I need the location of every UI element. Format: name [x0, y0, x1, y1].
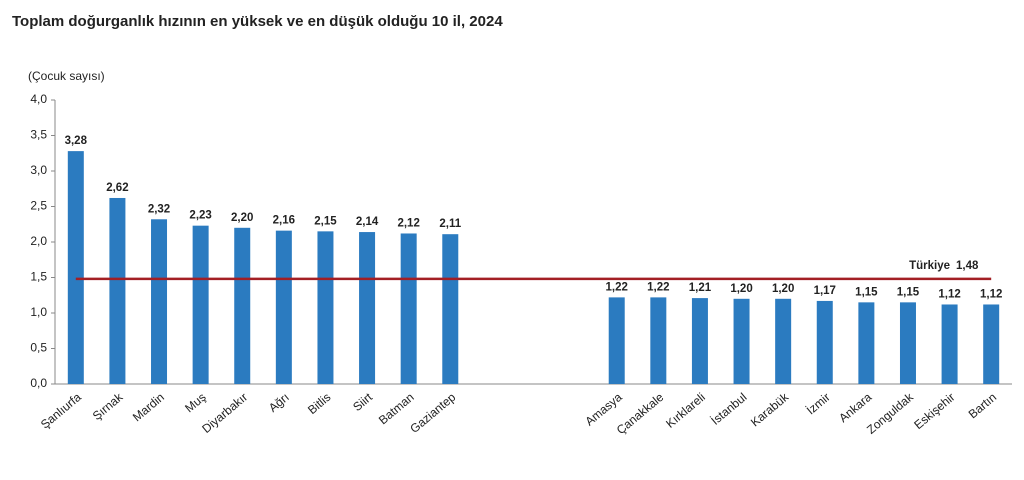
value-label: 1,22	[606, 281, 628, 293]
y-tick-label: 3,0	[30, 163, 47, 177]
y-tick-label: 1,5	[30, 270, 47, 284]
bar	[691, 298, 708, 384]
value-label: 1,12	[980, 289, 1002, 301]
value-label: 1,21	[689, 282, 712, 294]
bar	[317, 231, 334, 384]
y-tick-label: 2,0	[30, 234, 47, 248]
value-label: 2,23	[189, 210, 211, 222]
x-tick-label: Mardin	[130, 390, 167, 424]
x-tick-label: Eskişehir	[911, 390, 957, 432]
bar	[816, 300, 833, 384]
x-tick-label: Gaziantep	[407, 390, 458, 436]
x-tick-label: Şanlıurfa	[38, 390, 84, 432]
value-label: 1,15	[897, 286, 920, 298]
y-tick-label: 1,0	[30, 305, 47, 319]
bar	[858, 302, 875, 384]
value-label: 3,28	[65, 135, 88, 147]
bar	[151, 219, 168, 384]
reference-value-label: 1,48	[956, 260, 979, 272]
bar	[650, 297, 667, 384]
x-tick-label: Şırnak	[90, 389, 126, 423]
y-tick-label: 2,5	[30, 199, 47, 213]
bar	[983, 304, 1000, 384]
bar	[234, 227, 251, 384]
bar	[109, 197, 126, 384]
value-label: 2,14	[356, 216, 379, 228]
x-tick-label: Çanakkale	[614, 390, 667, 437]
y-tick-label: 0,0	[30, 376, 47, 390]
bar	[775, 298, 792, 384]
value-label: 1,22	[647, 281, 669, 293]
bar	[400, 233, 417, 384]
bar	[899, 302, 916, 384]
reference-label: Türkiye	[909, 260, 950, 272]
value-label: 1,15	[855, 286, 878, 298]
bar	[941, 304, 958, 384]
value-label: 2,20	[231, 212, 253, 224]
value-label: 2,16	[273, 215, 295, 227]
bar	[442, 234, 459, 384]
value-label: 2,12	[397, 218, 419, 230]
x-tick-label: Bitlis	[305, 390, 333, 417]
value-label: 2,11	[439, 218, 461, 230]
bar	[192, 225, 209, 384]
x-tick-label: Muş	[182, 390, 208, 415]
y-tick-label: 3,5	[30, 128, 47, 142]
y-tick-label: 0,5	[30, 341, 47, 355]
bar	[67, 151, 84, 384]
x-tick-label: Diyarbakır	[199, 390, 250, 436]
x-tick-label: Ankara	[836, 390, 874, 425]
bar	[608, 297, 625, 384]
x-tick-label: Kırklareli	[663, 390, 708, 431]
bar	[733, 298, 750, 384]
value-label: 1,20	[730, 283, 752, 295]
x-tick-label: Karabük	[748, 389, 792, 429]
bar	[275, 230, 292, 384]
x-tick-label: Siirt	[350, 390, 375, 414]
bar	[359, 232, 376, 384]
x-tick-label: İstanbul	[708, 390, 749, 428]
x-tick-label: İzmir	[804, 390, 833, 417]
value-label: 2,15	[314, 215, 337, 227]
y-axis-label: (Çocuk sayısı)	[28, 69, 105, 83]
value-label: 1,20	[772, 283, 794, 295]
x-tick-label: Ağrı	[266, 390, 292, 415]
y-tick-label: 4,0	[30, 92, 47, 106]
x-tick-label: Bartın	[966, 390, 1000, 421]
value-label: 1,17	[814, 285, 836, 297]
value-label: 2,32	[148, 203, 170, 215]
x-tick-label: Zonguldak	[864, 389, 917, 436]
chart-title: Toplam doğurganlık hızının en yüksek ve …	[12, 13, 503, 30]
value-label: 2,62	[106, 182, 128, 194]
value-label: 1,12	[938, 289, 960, 301]
